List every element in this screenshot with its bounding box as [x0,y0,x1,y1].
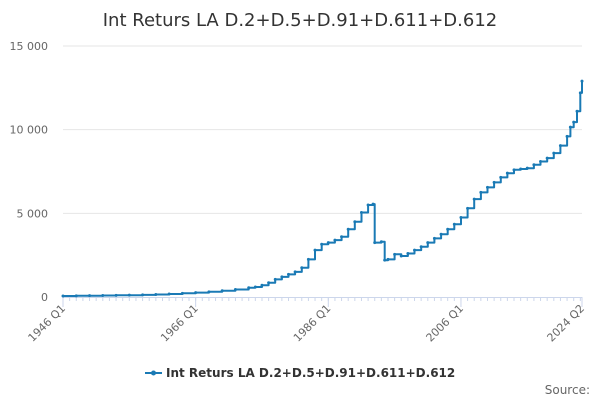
data-point[interactable] [568,125,572,129]
legend[interactable]: Int Returs LA D.2+D.5+D.91+D.611+D.612 [145,366,455,380]
data-point[interactable] [578,91,582,95]
data-point[interactable] [485,185,489,189]
data-point[interactable] [88,294,92,298]
data-point[interactable] [373,241,377,245]
y-tick-label: 0 [41,291,48,304]
data-point[interactable] [439,232,443,236]
data-point[interactable] [505,171,509,175]
data-point[interactable] [558,144,562,148]
data-point[interactable] [459,216,463,220]
data-point[interactable] [383,258,387,262]
data-point[interactable] [499,175,503,179]
data-point[interactable] [180,291,184,295]
x-tick-label: 1966 Q1 [158,302,201,345]
data-point[interactable] [326,241,330,245]
data-point[interactable] [371,202,375,206]
legend-label: Int Returs LA D.2+D.5+D.91+D.611+D.612 [166,366,455,380]
data-point[interactable] [333,238,337,242]
data-point[interactable] [572,120,576,124]
data-point[interactable] [141,293,145,297]
data-point[interactable] [74,294,78,298]
y-tick-label: 15 000 [10,40,49,53]
data-point[interactable] [565,134,569,138]
data-point[interactable] [167,292,171,296]
data-point[interactable] [313,248,317,252]
data-point[interactable] [580,79,584,83]
data-point[interactable] [293,270,297,274]
x-tick-label: 2024 Q2 [545,302,588,345]
data-point[interactable] [393,252,397,256]
data-point[interactable] [247,286,251,290]
data-point[interactable] [101,293,105,297]
x-axis: 1946 Q1 1966 Q1 1986 Q1 2006 Q1 2024 Q2 [26,297,588,345]
data-point[interactable] [114,293,118,297]
data-point[interactable] [233,287,237,291]
y-tick-label: 10 000 [10,124,49,137]
data-point[interactable] [340,235,344,239]
data-point[interactable] [267,281,271,285]
data-point[interactable] [532,163,536,167]
data-point[interactable] [399,254,403,258]
data-point[interactable] [287,272,291,276]
data-point[interactable] [406,251,410,255]
data-point[interactable] [525,166,529,170]
grid [63,45,582,214]
y-axis: 0 5 000 10 000 15 000 [10,40,49,304]
data-point[interactable] [353,220,357,224]
x-tick-label: 2006 Q1 [424,302,467,345]
data-point[interactable] [413,248,417,252]
source-label: Source: [545,383,590,397]
data-point[interactable] [446,227,450,231]
data-point[interactable] [306,257,310,261]
series-layer [61,79,584,298]
data-point[interactable] [194,291,198,295]
data-point[interactable] [539,159,543,163]
data-point[interactable] [432,236,436,240]
data-point[interactable] [220,289,224,293]
data-point[interactable] [346,227,350,231]
x-tick-label: 1986 Q1 [291,302,334,345]
data-point[interactable] [127,293,131,297]
data-point[interactable] [452,222,456,226]
data-point[interactable] [154,292,158,296]
legend-point-marker [151,370,156,376]
data-point[interactable] [552,151,556,155]
y-tick-label: 5 000 [17,207,49,220]
data-point[interactable] [575,109,579,113]
data-point[interactable] [320,242,324,246]
data-point[interactable] [426,241,430,245]
data-point[interactable] [300,266,304,270]
data-point[interactable] [545,156,549,160]
x-tick-label: 1946 Q1 [26,302,69,345]
data-point[interactable] [253,285,257,289]
data-point[interactable] [419,245,423,249]
data-point[interactable] [207,290,211,294]
data-point[interactable] [359,210,363,214]
data-point[interactable] [61,294,65,298]
chart-title: Int Returs LA D.2+D.5+D.91+D.611+D.612 [103,10,497,31]
data-point[interactable] [479,190,483,194]
data-point[interactable] [472,197,476,201]
data-point[interactable] [366,203,370,207]
data-point[interactable] [512,168,516,172]
data-point[interactable] [492,180,496,184]
data-point[interactable] [466,206,470,210]
data-point[interactable] [280,275,284,279]
data-point[interactable] [379,240,383,244]
data-point[interactable] [260,283,264,287]
data-point[interactable] [519,167,523,171]
series-line[interactable] [63,81,583,297]
data-point[interactable] [386,257,390,261]
data-point[interactable] [273,277,277,281]
